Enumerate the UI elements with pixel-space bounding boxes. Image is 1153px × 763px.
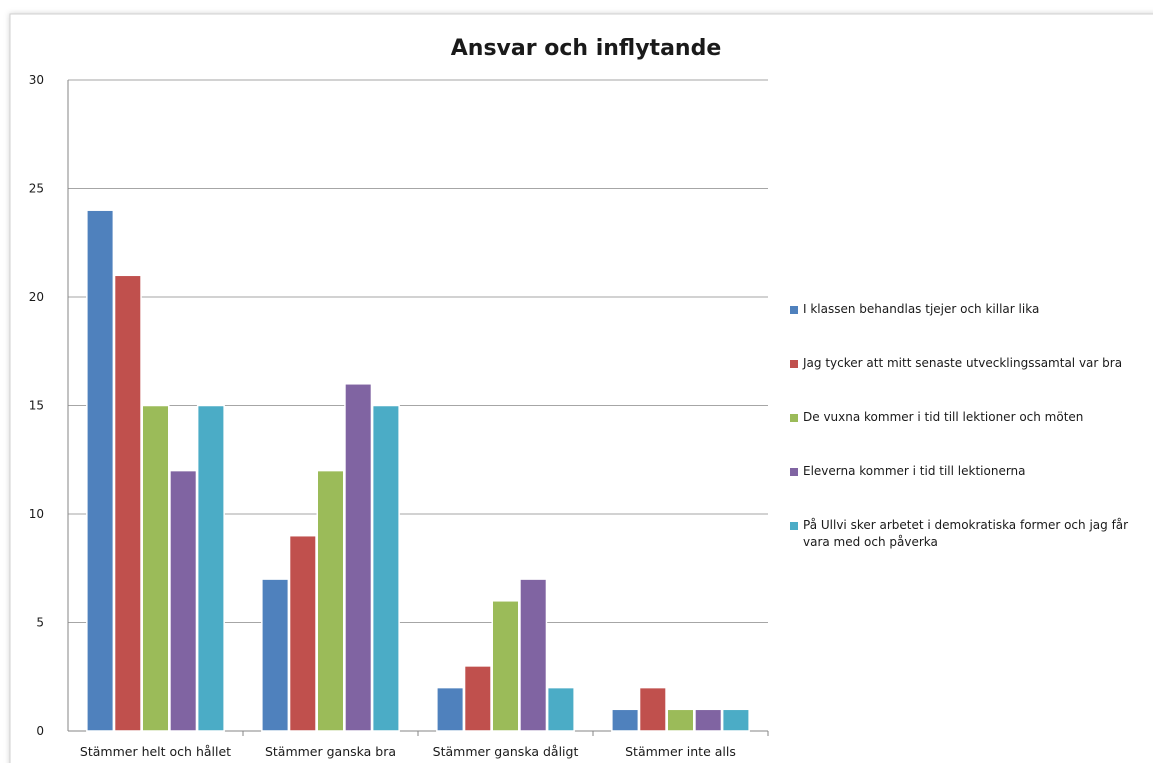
- x-tick-label: Stämmer ganska bra: [265, 744, 396, 759]
- legend-label: De vuxna kommer i tid till lektioner och…: [803, 410, 1084, 424]
- tick-labels: 0 5 10 15 20 25 30 Stämmer helt och hållet Stämm…: [29, 73, 736, 759]
- y-tick-label: 20: [29, 290, 44, 304]
- y-tick-label: 15: [29, 399, 44, 413]
- bar: [196, 404, 225, 732]
- x-tick-label: Stämmer ganska dåligt: [433, 744, 579, 759]
- legend-swatch: [790, 306, 798, 314]
- bar: [721, 708, 750, 732]
- bar: [371, 404, 400, 732]
- y-tick-label: 0: [36, 724, 44, 738]
- bar: [113, 274, 142, 732]
- bar: [86, 209, 115, 732]
- y-tick-label: 10: [29, 507, 44, 521]
- legend-item: I klassen behandlas tjejer och killar li…: [790, 301, 1153, 318]
- bar: [316, 469, 345, 732]
- bar: [694, 708, 723, 732]
- legend-swatch: [790, 360, 798, 368]
- legend-item: De vuxna kommer i tid till lektioner och…: [790, 409, 1153, 426]
- y-tick-label: 25: [29, 182, 44, 196]
- bar: [344, 383, 373, 732]
- bar: [141, 404, 170, 732]
- bars: [86, 209, 750, 732]
- bar: [519, 578, 548, 732]
- legend-label: Jag tycker att mitt senaste utvecklingss…: [803, 356, 1123, 370]
- bar: [666, 708, 695, 732]
- legend-swatch: [790, 468, 798, 476]
- legend-item: Eleverna kommer i tid till lektionerna: [790, 463, 1153, 480]
- legend-label: Eleverna kommer i tid till lektionerna: [803, 464, 1026, 478]
- bar: [611, 708, 640, 732]
- legend-swatch: [790, 414, 798, 422]
- legend-label: I klassen behandlas tjejer och killar li…: [803, 302, 1040, 316]
- chart-title: Ansvar och inflytande: [451, 36, 722, 61]
- bar: [169, 469, 198, 732]
- bar: [546, 686, 575, 732]
- y-tick-label: 30: [29, 73, 44, 87]
- y-tick-label: 5: [36, 616, 44, 630]
- legend-item: På Ullvi sker arbetet i demokratiska for…: [790, 517, 1153, 551]
- bar: [261, 578, 290, 732]
- x-tick-label: Stämmer helt och hållet: [80, 744, 231, 759]
- legend-label: På Ullvi sker arbetet i demokratiska for…: [803, 518, 1129, 549]
- bar: [288, 534, 317, 732]
- legend-swatch: [790, 522, 798, 530]
- x-tick-label: Stämmer inte alls: [625, 744, 736, 759]
- bar: [463, 665, 492, 732]
- legend-item: Jag tycker att mitt senaste utvecklingss…: [790, 355, 1153, 372]
- bar: [436, 686, 465, 732]
- bar: [638, 686, 667, 732]
- bar: [491, 600, 520, 732]
